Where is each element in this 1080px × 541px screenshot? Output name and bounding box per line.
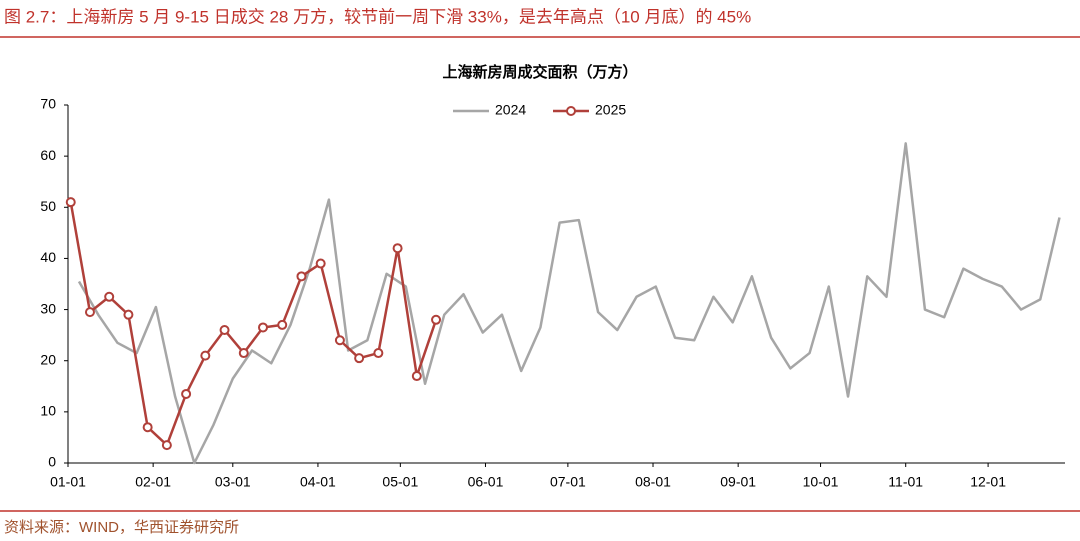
data-point (431, 314, 442, 325)
x-tick-label: 01-01 (50, 474, 86, 490)
x-tick-label: 06-01 (468, 474, 504, 490)
x-tick-label: 02-01 (135, 474, 171, 490)
data-point (238, 348, 249, 359)
chart-title: 上海新房周成交面积（万方） (442, 63, 637, 81)
data-point (142, 422, 153, 433)
data-point (104, 291, 115, 302)
x-tick-label: 03-01 (215, 474, 251, 490)
x-tick-label: 05-01 (382, 474, 418, 490)
y-tick-label: 20 (40, 351, 56, 367)
series-line (69, 201, 438, 447)
data-point (84, 307, 95, 318)
legend-label: 2025 (595, 102, 626, 118)
x-tick-label: 07-01 (550, 474, 586, 490)
data-point (123, 309, 134, 320)
y-tick-label: 40 (40, 249, 56, 265)
data-point (219, 325, 230, 336)
x-tick-label: 12-01 (970, 474, 1006, 490)
data-point (334, 335, 345, 346)
y-tick-label: 30 (40, 300, 56, 316)
data-point (373, 348, 384, 359)
figure-title: 图 2.7：上海新房 5 月 9-15 日成交 28 万方，较节前一周下滑 33… (4, 7, 751, 26)
x-tick-label: 09-01 (720, 474, 756, 490)
data-point (181, 388, 192, 399)
y-tick-label: 50 (40, 198, 56, 214)
data-point (315, 258, 326, 269)
data-point (65, 197, 76, 208)
y-tick-label: 70 (40, 96, 56, 112)
data-point (200, 350, 211, 361)
source-note: 资料来源：WIND，华西证券研究所 (4, 519, 239, 536)
legend-label: 2024 (495, 102, 526, 118)
data-point (277, 319, 288, 330)
data-point (258, 322, 269, 333)
y-tick-label: 10 (40, 403, 56, 419)
series-line (77, 142, 1061, 465)
x-tick-label: 04-01 (300, 474, 336, 490)
legend-marker (566, 106, 576, 116)
data-point (296, 271, 307, 282)
x-tick-label: 11-01 (888, 474, 923, 490)
data-point (161, 440, 172, 451)
y-tick-label: 60 (40, 147, 56, 163)
x-tick-label: 10-01 (803, 474, 839, 490)
y-tick-label: 0 (48, 454, 56, 470)
data-point (392, 243, 403, 254)
x-tick-label: 08-01 (635, 474, 671, 490)
data-point (354, 353, 365, 364)
data-point (411, 371, 422, 382)
